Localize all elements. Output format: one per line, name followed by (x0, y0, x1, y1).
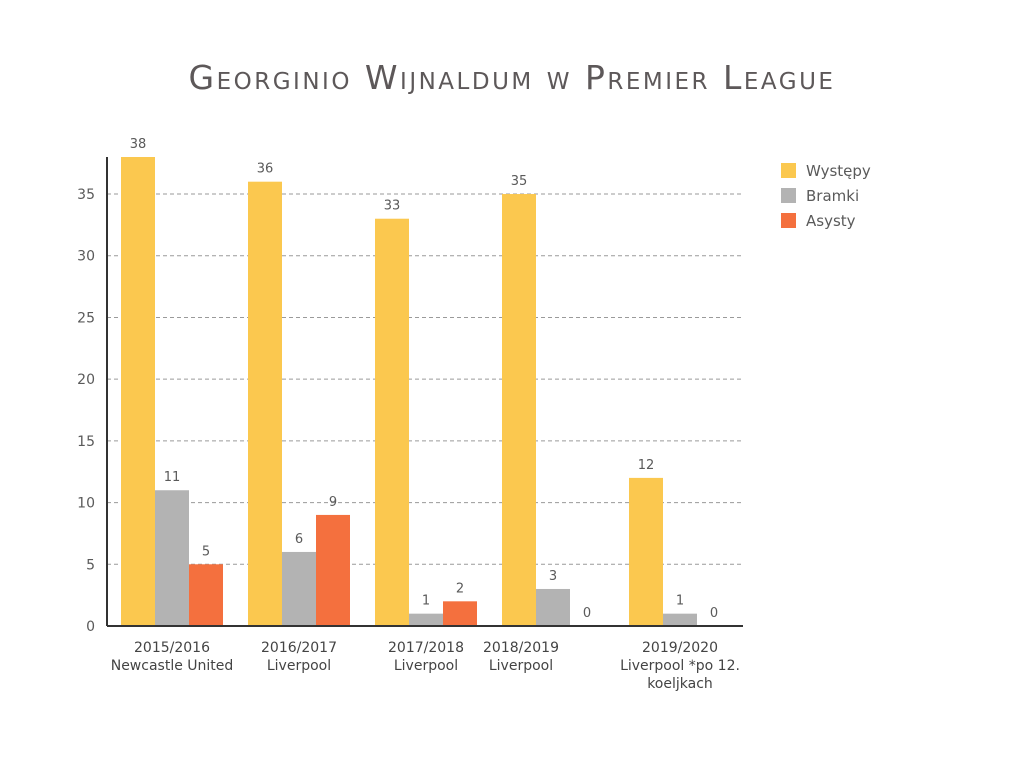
x-category-label: Liverpool (394, 658, 458, 674)
data-label: 33 (384, 199, 401, 214)
y-tick-label: 25 (77, 310, 95, 326)
data-label: 0 (583, 606, 591, 621)
x-category-label: Liverpool *po 12. (620, 658, 740, 674)
data-label: 12 (638, 458, 655, 473)
y-tick-label: 30 (77, 249, 95, 265)
bars (121, 157, 697, 627)
y-tick-label: 5 (86, 557, 95, 573)
bar-bramki (663, 613, 697, 626)
data-label: 3 (549, 569, 557, 584)
data-label: 2 (456, 581, 464, 596)
bar-występy (248, 181, 282, 626)
bar-bramki (409, 613, 443, 626)
y-tick-label: 15 (77, 434, 95, 450)
bar-występy (502, 194, 536, 627)
bar-występy (629, 477, 663, 626)
x-category-label: 2017/2018 (388, 640, 464, 656)
x-category-label: Liverpool (489, 658, 553, 674)
legend-label: Występy (806, 161, 871, 180)
bar-bramki (282, 551, 316, 626)
data-label: 11 (164, 470, 181, 485)
bar-asysty (189, 564, 223, 626)
legend-label: Asysty (806, 211, 856, 230)
data-label: 5 (202, 544, 210, 559)
legend-item: Bramki (781, 183, 871, 208)
legend-swatch (781, 163, 796, 178)
x-category-label: 2015/2016 (134, 640, 210, 656)
bar-bramki (155, 490, 189, 626)
axes (106, 157, 743, 627)
chart-title: Georginio Wijnaldum w Premier League (188, 58, 836, 97)
bar-bramki (536, 588, 570, 626)
bar-występy (375, 218, 409, 627)
data-label: 36 (257, 162, 274, 177)
y-tick-label: 20 (77, 372, 95, 388)
legend: Występy Bramki Asysty (781, 158, 871, 233)
data-label: 1 (676, 594, 684, 609)
x-category-label: 2016/2017 (261, 640, 337, 656)
bar-asysty (316, 514, 350, 626)
x-category-label: Newcastle United (111, 658, 234, 674)
data-label: 38 (130, 137, 147, 152)
data-label: 9 (329, 495, 337, 510)
bar-występy (121, 157, 155, 626)
x-category-label: 2019/2020 (642, 640, 718, 656)
y-tick-label: 10 (77, 496, 95, 512)
legend-swatch (781, 188, 796, 203)
data-label: 6 (295, 532, 303, 547)
y-tick-label: 0 (86, 619, 95, 635)
legend-label: Bramki (806, 186, 860, 205)
x-category-label: 2018/2019 (483, 640, 559, 656)
x-category-label: koeljkach (647, 676, 713, 692)
x-category-label: Liverpool (267, 658, 331, 674)
data-label: 35 (511, 174, 528, 189)
data-label: 1 (422, 594, 430, 609)
y-tick-label: 35 (77, 187, 95, 203)
legend-swatch (781, 213, 796, 228)
legend-item: Występy (781, 158, 871, 183)
legend-item: Asysty (781, 208, 871, 233)
bar-asysty (443, 601, 477, 626)
data-label: 0 (710, 606, 718, 621)
